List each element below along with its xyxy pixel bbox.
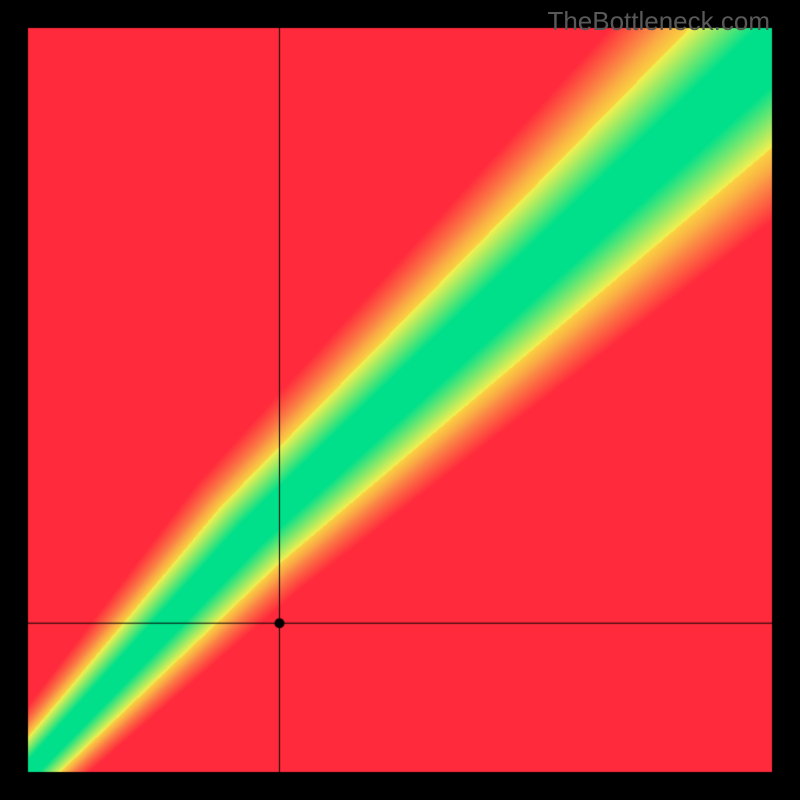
watermark-label: TheBottleneck.com bbox=[547, 6, 770, 37]
heatmap-canvas bbox=[0, 0, 800, 800]
chart-container: TheBottleneck.com bbox=[0, 0, 800, 800]
